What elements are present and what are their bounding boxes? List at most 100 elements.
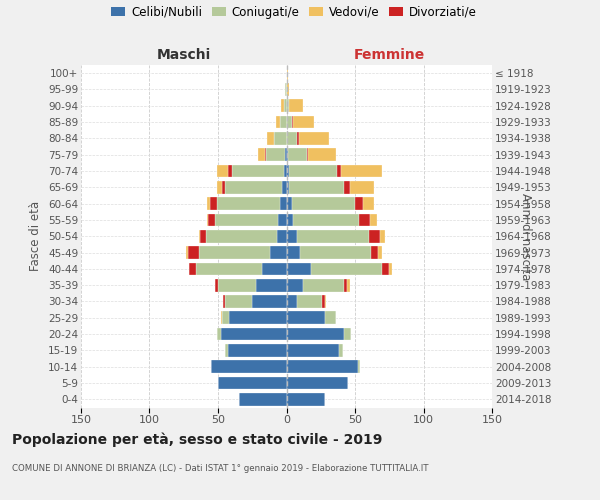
- Bar: [287, 67, 288, 80]
- Bar: [382, 262, 389, 275]
- Bar: [258, 148, 265, 161]
- Bar: [287, 230, 298, 242]
- Bar: [277, 230, 287, 242]
- Bar: [355, 198, 363, 210]
- Bar: [188, 246, 199, 259]
- Bar: [380, 230, 385, 242]
- Bar: [337, 164, 341, 177]
- Bar: [196, 262, 262, 275]
- Bar: [303, 279, 344, 291]
- Bar: [227, 344, 287, 357]
- Bar: [325, 295, 326, 308]
- Bar: [298, 132, 299, 145]
- Bar: [344, 279, 347, 291]
- Bar: [287, 279, 303, 291]
- Bar: [287, 148, 288, 161]
- Bar: [218, 279, 256, 291]
- Bar: [207, 198, 210, 210]
- Bar: [287, 393, 325, 406]
- Bar: [200, 230, 206, 242]
- Bar: [280, 198, 287, 210]
- Bar: [292, 198, 355, 210]
- Bar: [287, 376, 348, 390]
- Bar: [371, 246, 378, 259]
- Bar: [187, 246, 188, 259]
- Bar: [307, 148, 308, 161]
- Bar: [287, 116, 292, 128]
- Bar: [225, 344, 227, 357]
- Bar: [215, 214, 278, 226]
- Bar: [287, 214, 293, 226]
- Bar: [289, 100, 303, 112]
- Bar: [222, 312, 229, 324]
- Bar: [215, 279, 218, 291]
- Bar: [221, 328, 287, 340]
- Bar: [218, 376, 287, 390]
- Bar: [308, 148, 336, 161]
- Bar: [287, 132, 298, 145]
- Bar: [278, 214, 287, 226]
- Bar: [311, 262, 382, 275]
- Bar: [285, 83, 287, 96]
- Bar: [287, 198, 292, 210]
- Bar: [221, 312, 222, 324]
- Bar: [370, 214, 377, 226]
- Bar: [358, 360, 361, 373]
- Bar: [287, 246, 300, 259]
- Bar: [284, 164, 287, 177]
- Bar: [207, 214, 208, 226]
- Bar: [298, 295, 322, 308]
- Bar: [287, 181, 289, 194]
- Bar: [229, 312, 287, 324]
- Bar: [344, 181, 350, 194]
- Bar: [232, 164, 284, 177]
- Bar: [378, 246, 382, 259]
- Bar: [325, 312, 336, 324]
- Bar: [293, 214, 359, 226]
- Text: Popolazione per età, sesso e stato civile - 2019: Popolazione per età, sesso e stato civil…: [12, 432, 382, 447]
- Bar: [389, 262, 392, 275]
- Bar: [287, 164, 289, 177]
- Bar: [225, 295, 252, 308]
- Bar: [287, 312, 325, 324]
- Bar: [287, 344, 338, 357]
- Text: Femmine: Femmine: [353, 48, 425, 62]
- Bar: [289, 181, 344, 194]
- Bar: [300, 246, 371, 259]
- Bar: [222, 181, 225, 194]
- Bar: [227, 164, 232, 177]
- Bar: [223, 295, 225, 308]
- Bar: [268, 132, 274, 145]
- Bar: [208, 214, 215, 226]
- Bar: [369, 230, 380, 242]
- Bar: [225, 181, 283, 194]
- Bar: [199, 230, 200, 242]
- Text: COMUNE DI ANNONE DI BRIANZA (LC) - Dati ISTAT 1° gennaio 2019 - Elaborazione TUT: COMUNE DI ANNONE DI BRIANZA (LC) - Dati …: [12, 464, 428, 473]
- Bar: [287, 295, 298, 308]
- Text: Anni di nascita: Anni di nascita: [518, 192, 532, 280]
- Bar: [217, 198, 280, 210]
- Bar: [285, 148, 287, 161]
- Bar: [217, 164, 227, 177]
- Bar: [287, 262, 311, 275]
- Bar: [289, 164, 337, 177]
- Bar: [211, 360, 287, 373]
- Bar: [283, 181, 287, 194]
- Bar: [350, 181, 374, 194]
- Bar: [262, 262, 287, 275]
- Bar: [287, 83, 289, 96]
- Bar: [217, 328, 221, 340]
- Text: Maschi: Maschi: [157, 48, 211, 62]
- Bar: [275, 116, 280, 128]
- Bar: [280, 116, 287, 128]
- Legend: Celibi/Nubili, Coniugati/e, Vedovi/e, Divorziati/e: Celibi/Nubili, Coniugati/e, Vedovi/e, Di…: [106, 1, 482, 24]
- Bar: [210, 198, 217, 210]
- Bar: [344, 328, 351, 340]
- Bar: [293, 116, 314, 128]
- Bar: [341, 164, 382, 177]
- Bar: [252, 295, 287, 308]
- Bar: [239, 393, 287, 406]
- Bar: [299, 132, 329, 145]
- Bar: [338, 344, 343, 357]
- Bar: [189, 262, 196, 275]
